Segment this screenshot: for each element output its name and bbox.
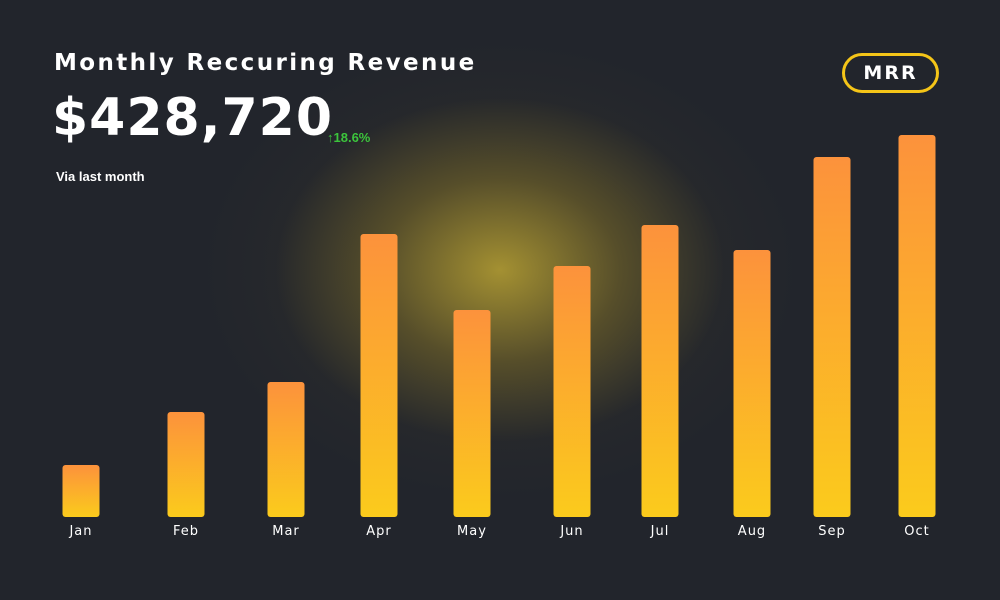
- bar-may: [453, 310, 491, 517]
- bar-apr: [360, 234, 398, 517]
- bar-mar: [267, 382, 305, 517]
- change-indicator: ↑18.6%: [327, 130, 371, 145]
- mrr-badge: MRR: [842, 53, 939, 93]
- bar-feb: [167, 412, 205, 517]
- x-tick-label-apr: Apr: [366, 524, 392, 539]
- bar-oct: [898, 135, 936, 517]
- x-tick-label-jan: Jan: [68, 524, 92, 539]
- x-tick-label-jun: Jun: [559, 524, 583, 539]
- mrr-badge-label: MRR: [863, 62, 918, 84]
- x-axis-labels: Jan Feb Mar Apr May Jun Jul Aug Sep Oct: [68, 524, 929, 539]
- x-tick-label-jul: Jul: [650, 524, 670, 539]
- bar-jan: [62, 465, 100, 517]
- bars-group: [62, 135, 936, 517]
- bar-jun: [553, 266, 591, 517]
- x-tick-label-aug: Aug: [738, 524, 766, 539]
- bar-jul: [641, 225, 679, 517]
- comparison-subtitle: Via last month: [56, 169, 145, 184]
- x-tick-label-may: May: [457, 524, 487, 539]
- revenue-amount: $428,720: [52, 88, 334, 148]
- bar-aug: [733, 250, 771, 517]
- bar-sep: [813, 157, 851, 517]
- chart-title: Monthly Reccuring Revenue: [54, 50, 477, 76]
- x-tick-label-feb: Feb: [173, 524, 199, 539]
- x-tick-label-sep: Sep: [818, 524, 846, 539]
- x-tick-label-mar: Mar: [272, 524, 300, 539]
- x-tick-label-oct: Oct: [904, 524, 929, 539]
